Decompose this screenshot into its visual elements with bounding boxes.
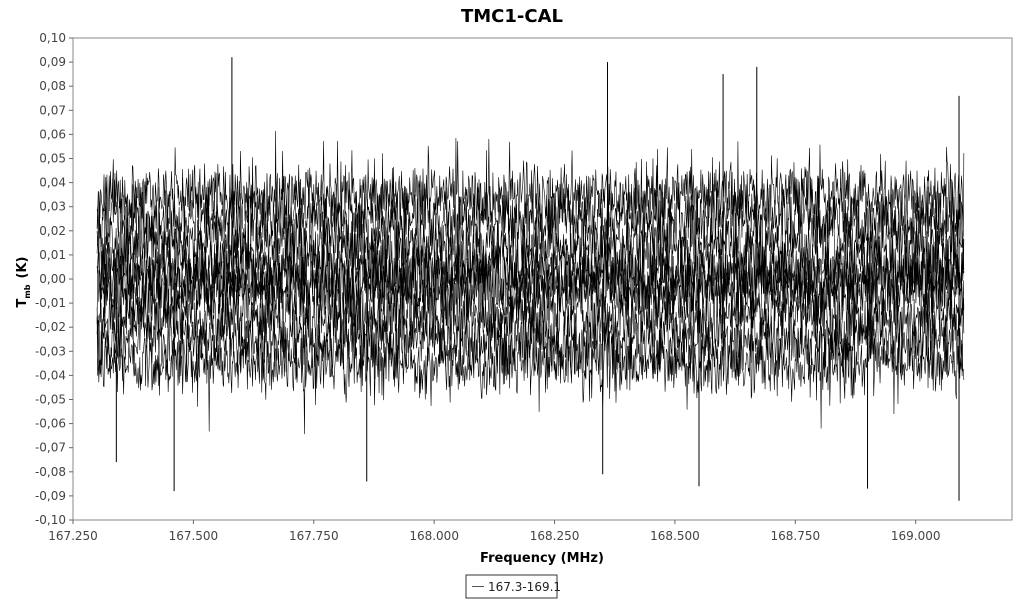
y-tick-label: -0,07 <box>35 441 66 455</box>
series-line <box>96 130 965 247</box>
y-tick-label: -0,01 <box>35 296 66 310</box>
y-tick-label: -0,04 <box>35 368 66 382</box>
x-tick-label: 168.000 <box>409 529 459 543</box>
x-axis-label: Frequency (MHz) <box>480 551 604 566</box>
x-tick-label: 167.500 <box>169 529 219 543</box>
x-axis-ticks: 167.250 167.500 167.750 168.000 168.250 168.5… <box>48 520 941 543</box>
series-line <box>96 266 965 366</box>
y-axis-label-main: T <box>15 298 30 307</box>
x-tick-label: 168.750 <box>770 529 820 543</box>
y-axis-label-sub: mb <box>23 284 32 298</box>
y-tick-label: 0,03 <box>39 200 66 214</box>
y-tick-label: -0,08 <box>35 465 66 479</box>
y-tick-label: -0,05 <box>35 393 66 407</box>
y-tick-label: 0,05 <box>39 152 66 166</box>
y-tick-label: 0,08 <box>39 79 66 93</box>
y-tick-label: 0,09 <box>39 55 66 69</box>
y-tick-label: -0,10 <box>35 513 66 527</box>
x-tick-label: 168.500 <box>650 529 700 543</box>
y-tick-label: 0,10 <box>39 31 66 45</box>
x-tick-label: 167.250 <box>48 529 98 543</box>
y-axis-ticks: 0,10 0,09 0,08 0,07 0,06 0,05 0,04 0,03 0,02 0,01… <box>35 31 73 527</box>
legend-box <box>465 574 558 599</box>
y-tick-label: -0,03 <box>35 344 66 358</box>
chart-title: TMC1-CAL <box>461 6 563 27</box>
y-tick-label: -0,09 <box>35 489 66 503</box>
x-tick-label: 169.000 <box>891 529 941 543</box>
y-tick-label: 0,00 <box>39 272 66 286</box>
y-tick-label: 0,04 <box>39 176 66 190</box>
x-tick-label: 167.750 <box>289 529 339 543</box>
x-tick-label: 168.250 <box>530 529 580 543</box>
y-tick-label: 0,06 <box>39 127 66 141</box>
y-axis-label: Tmb (K) <box>15 257 32 308</box>
y-tick-label: 0,01 <box>39 248 66 262</box>
y-axis-label-unit: (K) <box>15 257 30 279</box>
y-tick-label: 0,02 <box>39 224 66 238</box>
y-tick-label: -0,06 <box>35 417 66 431</box>
svg-text:Tmb(K): Tmb (K) <box>15 257 32 308</box>
y-tick-label: -0,02 <box>35 320 66 334</box>
legend: 167.3-169.1 <box>465 574 561 599</box>
series-group <box>96 57 965 501</box>
series-line <box>96 169 965 277</box>
legend-entry: 167.3-169.1 <box>488 580 561 594</box>
y-tick-label: 0,07 <box>39 103 66 117</box>
